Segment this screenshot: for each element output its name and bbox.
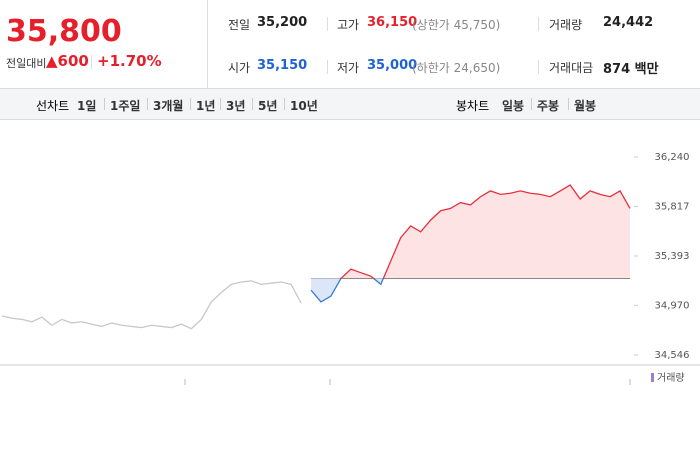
y-tick-label: 36,240 [655,152,690,163]
stat-value: 35,000 [367,58,418,73]
chart: 34,546 34,970 35,393 35,817 36,240 거래량 [0,152,700,385]
stat-value: 35,150 [257,58,308,73]
tab[interactable]: 주봉 [537,99,560,113]
stat-note: (상한가 45,750) [412,18,501,32]
y-tick-label: 34,970 [655,300,690,311]
stat-label: 고가 [337,18,360,32]
price-box: 35,800 전일대비 ▲600 +1.70% [0,0,208,88]
change-label: 전일대비 [6,57,47,70]
price: 35,800 [6,14,122,49]
y-tick-label: 35,393 [655,251,690,262]
stat-label: 거래량 [549,18,583,32]
stat-value: 36,150 [367,15,418,30]
tab[interactable]: 3개월 [153,99,184,113]
stat-label: 거래대금 [549,61,594,75]
change: ▲600 [46,52,89,70]
quote-header: 35,800 전일대비 ▲600 +1.70% 전일 35,200 고가 36,… [0,0,700,89]
stat-value: 24,442 [603,15,654,30]
tab[interactable]: 일봉 [502,99,525,113]
y-tick-label: 35,817 [655,201,690,212]
line [340,184,631,279]
tab[interactable]: 3년 [226,99,246,113]
tab-label: 봉차트 [456,99,490,113]
stat-label: 시가 [228,61,251,75]
tab[interactable]: 1주일 [110,99,141,113]
stat-note: (하한가 24,650) [412,61,501,75]
change-pct: +1.70% [97,52,162,70]
stat-value: 874 백만 [603,62,659,77]
line [1,280,302,330]
tab[interactable]: 월봉 [574,99,597,113]
legend-swatch [651,373,654,382]
legend-label: 거래량 [657,372,685,384]
tab[interactable]: 10년 [290,99,318,113]
area [340,185,630,279]
y-tick-label: 34,546 [655,350,690,361]
stat-value: 35,200 [257,15,308,30]
tab[interactable]: 5년 [258,99,278,113]
tab[interactable]: 1년 [196,99,216,113]
stat-label: 저가 [337,61,360,75]
tab-bar: 선차트 1일 1주일 3개월 1년 3년 5년 10년 봉차트 일봉 주봉 월봉 [0,89,700,120]
tab-label: 선차트 [36,99,70,113]
tab[interactable]: 1일 [77,99,97,113]
stat-label: 전일 [228,18,251,32]
